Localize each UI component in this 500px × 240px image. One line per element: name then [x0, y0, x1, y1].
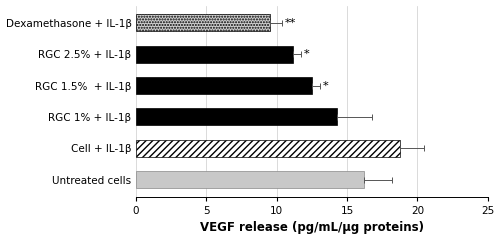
Text: *: *: [304, 49, 309, 59]
Bar: [136, 108, 337, 126]
Text: *: *: [323, 81, 328, 90]
Bar: [136, 140, 400, 157]
X-axis label: VEGF release (pg/mL/μg proteins): VEGF release (pg/mL/μg proteins): [200, 222, 424, 234]
Bar: [136, 171, 364, 188]
Bar: [136, 14, 270, 31]
Text: **: **: [285, 18, 296, 28]
Bar: [136, 46, 294, 63]
Bar: [136, 77, 312, 94]
